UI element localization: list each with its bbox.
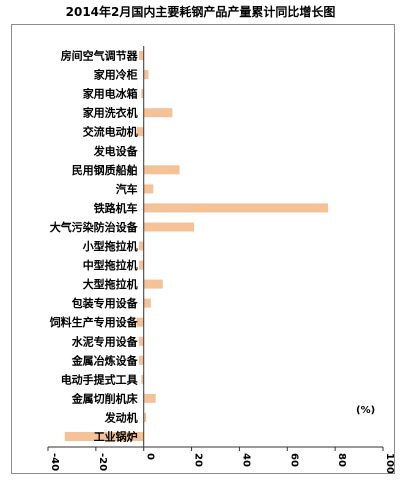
category-label: 汽车 (116, 182, 138, 196)
category-label: 交流电动机 (83, 125, 138, 139)
bar (143, 70, 149, 80)
bar (143, 184, 154, 194)
bar (136, 317, 144, 327)
category-label: 发动机 (104, 411, 138, 425)
category-label: 大型拖拉机 (83, 277, 138, 291)
category-label: 工业锅炉 (94, 430, 138, 444)
category-label: 民用钢质船舶 (72, 163, 138, 177)
category-label: 饲料生产专用设备 (49, 315, 139, 329)
category-label: 铁路机车 (94, 201, 138, 215)
bar (136, 127, 144, 137)
bar (138, 355, 144, 365)
chart-frame (11, 24, 395, 474)
bar (141, 374, 144, 384)
category-label: 房间空气调节器 (61, 49, 139, 63)
category-label: 大气污染防治设备 (50, 220, 139, 234)
bar (138, 51, 144, 60)
x-tick-label: -40 (49, 453, 60, 471)
category-label: 家用冷柜 (94, 68, 138, 82)
category-label: 家用电冰箱 (83, 87, 138, 101)
x-tick-label: 80 (336, 453, 347, 467)
category-label: 水泥专用设备 (72, 334, 139, 348)
x-tick-label: 60 (288, 453, 299, 467)
bar (143, 203, 328, 213)
category-label: 金属切削机床 (71, 391, 139, 405)
category-label: 小型拖拉机 (82, 239, 138, 253)
x-tick-label: 0 (145, 453, 156, 460)
x-tick-label: -20 (97, 453, 108, 471)
unit-label: (%) (356, 405, 375, 416)
category-label: 中型拖拉机 (83, 258, 138, 272)
category-label: 发电设备 (93, 144, 139, 158)
x-ticks-group: -40 -20 0 20 40 60 80 100 (47, 447, 395, 474)
x-tick-label: 40 (240, 453, 251, 467)
category-label: 包装专用设备 (71, 296, 139, 310)
bar (138, 260, 144, 270)
category-labels-group: 房间空气调节器家用冷柜家用电冰箱家用洗衣机交流电动机发电设备民用钢质船舶汽车铁路… (49, 49, 139, 444)
x-tick-label: 100 (384, 453, 395, 474)
category-label: 金属冶炼设备 (71, 353, 139, 367)
bar (64, 432, 144, 441)
chart-title: 2014年2月国内主要耗钢产品产量累计同比增长图 (65, 5, 336, 19)
bars-group (64, 51, 328, 441)
x-tick-label: 20 (193, 453, 204, 467)
bar (143, 222, 194, 232)
bar (141, 89, 144, 99)
category-label: 家用洗衣机 (83, 106, 138, 120)
bar (143, 413, 147, 422)
category-label: 电动手提式工具 (61, 372, 138, 386)
bar (138, 336, 144, 346)
bar (143, 279, 163, 289)
bar (143, 393, 156, 403)
bar (138, 241, 144, 251)
bar (143, 165, 180, 175)
bar (143, 298, 151, 308)
bar (143, 108, 173, 118)
